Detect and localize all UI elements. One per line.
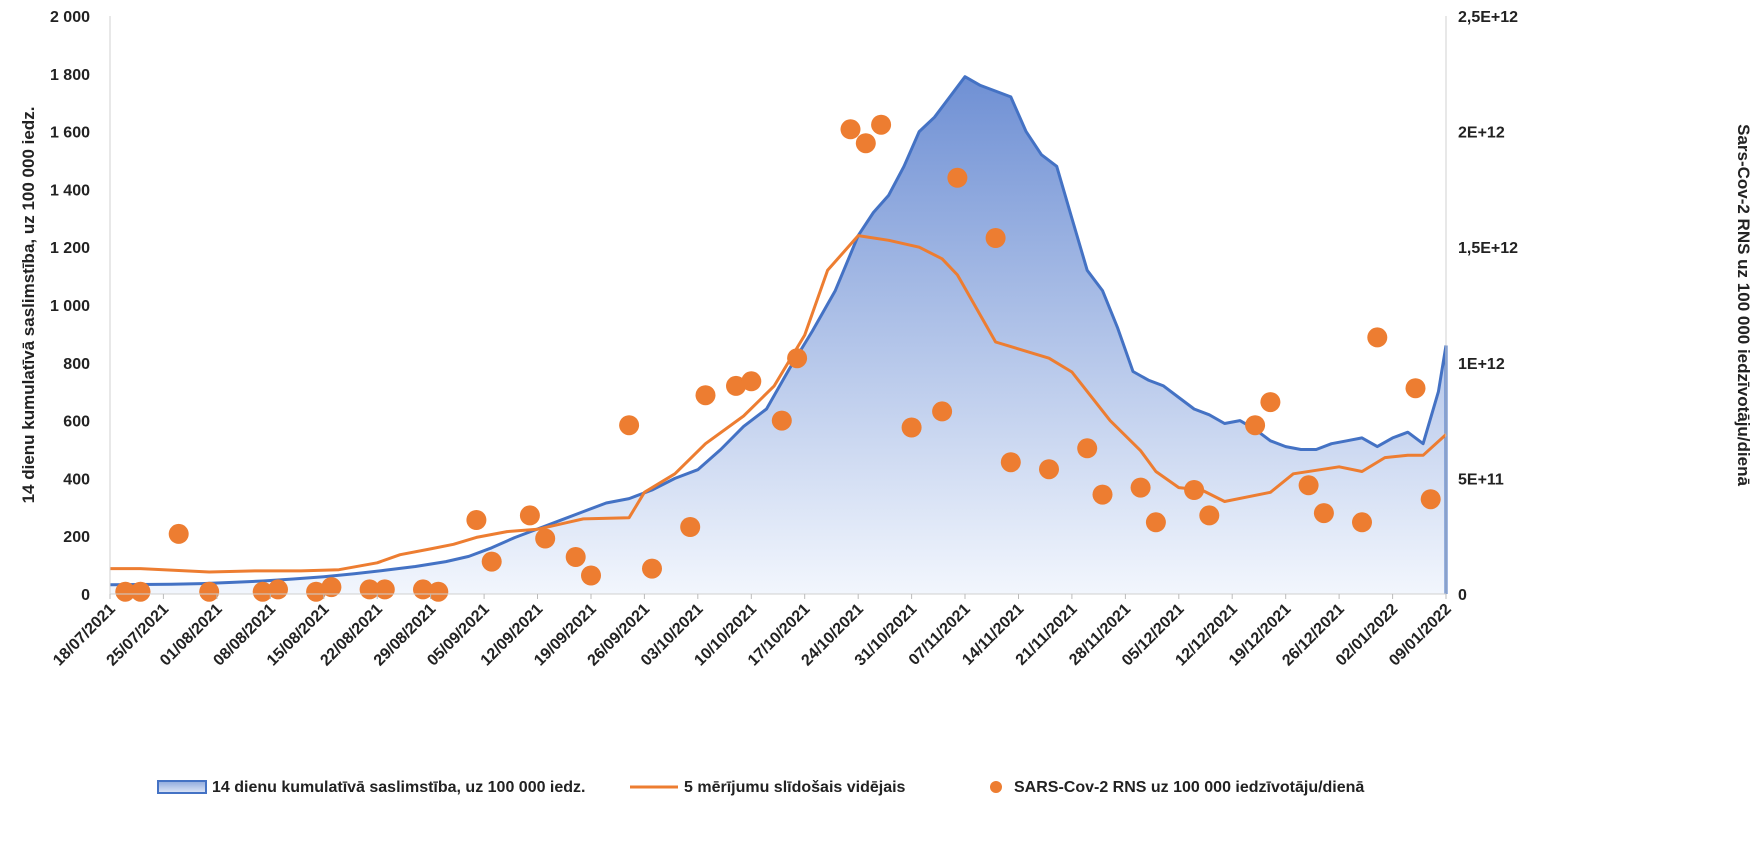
scatter-point bbox=[985, 228, 1006, 248]
scatter-point bbox=[1367, 327, 1388, 348]
y-tick-label: 1 400 bbox=[50, 182, 90, 199]
scatter-point bbox=[1405, 378, 1426, 399]
scatter-point bbox=[428, 581, 449, 602]
scatter-point bbox=[565, 547, 586, 567]
y-tick-label: 200 bbox=[63, 529, 90, 546]
scatter-point bbox=[1199, 505, 1220, 526]
scatter-point bbox=[642, 558, 662, 579]
scatter-point bbox=[1130, 477, 1151, 498]
scatter-point bbox=[130, 581, 151, 602]
y-tick-label: 1 000 bbox=[50, 298, 90, 315]
y2-tick-label: 2,5E+12 bbox=[1458, 9, 1518, 26]
scatter-point bbox=[199, 581, 220, 602]
scatter-point bbox=[947, 167, 968, 188]
y-tick-label: 600 bbox=[63, 414, 90, 431]
scatter-point bbox=[268, 579, 288, 600]
scatter-point bbox=[1352, 512, 1372, 533]
scatter-point bbox=[1298, 475, 1319, 496]
area-series-line bbox=[109, 75, 1448, 587]
y2-tick-label: 5E+11 bbox=[1458, 471, 1504, 488]
scatter-point bbox=[771, 410, 792, 431]
scatter-point bbox=[321, 577, 342, 598]
y-tick-label: 800 bbox=[63, 356, 90, 373]
scatter-point bbox=[932, 401, 953, 422]
scatter-point bbox=[840, 119, 861, 140]
x-axis-ticks: 18/07/202125/07/202101/08/202108/08/2021… bbox=[50, 594, 1455, 669]
y-tick-label: 1 800 bbox=[50, 67, 90, 84]
plot-area bbox=[109, 75, 1448, 602]
scatter-point bbox=[466, 510, 487, 530]
scatter-point bbox=[1145, 512, 1166, 533]
y-axis-title: 14 dienu kumulatīvā saslimstība, uz 100 … bbox=[19, 107, 38, 504]
scatter-point bbox=[306, 581, 327, 602]
scatter-point bbox=[481, 551, 502, 572]
scatter-point bbox=[535, 528, 556, 549]
scatter-point bbox=[1245, 415, 1266, 436]
legend-label-line: 5 mērījumu slīdošais vidējais bbox=[684, 779, 906, 796]
scatter-point bbox=[855, 133, 876, 154]
scatter-point bbox=[1184, 480, 1205, 500]
scatter-point bbox=[787, 348, 808, 369]
area-fill bbox=[110, 76, 1446, 594]
y-tick-label: 1 600 bbox=[50, 125, 90, 142]
y-tick-label: 0 bbox=[81, 587, 90, 604]
scatter-point bbox=[252, 581, 273, 602]
scatter-point bbox=[519, 505, 540, 526]
y2-axis-title: Sars-Cov-2 RNS uz 100 000 iedzīvotāju/di… bbox=[1734, 124, 1753, 486]
scatter-point bbox=[619, 415, 640, 436]
y-axis-ticks: 0 200 400 600 800 1 000 1 200 1 400 1 600 1 800 2 … bbox=[50, 9, 90, 604]
scatter-point bbox=[680, 517, 701, 537]
legend-label-area: 14 dienu kumulatīvā saslimstība, uz 100 … bbox=[212, 779, 586, 796]
scatter-point bbox=[1077, 438, 1098, 459]
y2-tick-label: 2E+12 bbox=[1458, 125, 1505, 142]
scatter-point bbox=[871, 114, 892, 135]
scatter-point bbox=[581, 565, 601, 586]
legend-label-dots: SARS-Cov-2 RNS uz 100 000 iedzīvotāju/di… bbox=[1014, 779, 1364, 796]
scatter-point bbox=[741, 371, 762, 392]
scatter-point bbox=[115, 581, 136, 602]
scatter-point bbox=[374, 579, 395, 600]
scatter-point bbox=[168, 523, 189, 544]
scatter-point bbox=[1039, 459, 1059, 480]
y-tick-label: 1 200 bbox=[50, 240, 90, 257]
legend-dot-swatch bbox=[990, 781, 1002, 793]
scatter-point bbox=[1092, 484, 1113, 505]
y2-axis-ticks: 0 5E+11 1E+12 1,5E+12 2E+12 2,5E+12 bbox=[1458, 9, 1518, 604]
y2-tick-label: 0 bbox=[1458, 587, 1467, 604]
scatter-point bbox=[1260, 392, 1281, 413]
scatter-point bbox=[901, 417, 922, 438]
scatter-point bbox=[1000, 452, 1021, 473]
y2-tick-label: 1E+12 bbox=[1458, 356, 1505, 373]
legend-area-swatch bbox=[157, 780, 207, 794]
y2-tick-label: 1,5E+12 bbox=[1458, 240, 1518, 257]
scatter-point bbox=[1313, 503, 1334, 524]
moving-average-line bbox=[110, 234, 1448, 574]
scatter-point bbox=[695, 385, 716, 406]
scatter-point bbox=[1420, 489, 1441, 510]
y-tick-label: 2 000 bbox=[50, 9, 90, 26]
y-tick-label: 400 bbox=[63, 471, 90, 488]
scatter-point bbox=[726, 375, 746, 396]
legend: 14 dienu kumulatīvā saslimstība, uz 100 … bbox=[157, 779, 1364, 796]
